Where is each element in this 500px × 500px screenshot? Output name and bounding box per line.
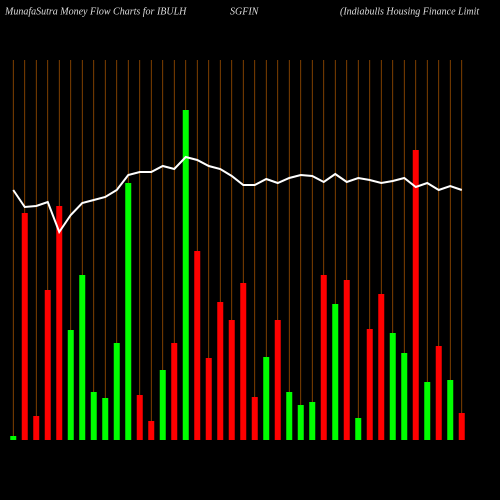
bar <box>217 302 224 440</box>
bar <box>125 183 132 440</box>
bar <box>447 380 454 440</box>
bar <box>401 353 408 440</box>
bar <box>412 150 419 440</box>
bar <box>148 421 155 440</box>
bar <box>389 333 396 440</box>
bar <box>332 304 339 440</box>
bar <box>102 398 109 440</box>
bar <box>159 370 166 440</box>
bar <box>355 418 362 440</box>
bar <box>33 416 40 440</box>
bar <box>21 213 28 440</box>
bar <box>240 283 247 440</box>
bar <box>297 405 304 440</box>
bar <box>274 320 281 440</box>
chart-title: SGFIN <box>230 6 260 17</box>
bar <box>286 392 293 440</box>
bar <box>182 110 189 440</box>
bar <box>90 392 97 440</box>
bar <box>251 397 258 440</box>
bar <box>205 358 212 440</box>
bar <box>263 357 270 440</box>
bar <box>366 329 373 440</box>
bar <box>113 343 120 440</box>
bar <box>171 343 178 440</box>
bar <box>56 206 63 440</box>
bar <box>136 395 143 440</box>
bar <box>320 275 327 440</box>
chart-title: (Indiabulls Housing Finance Limit <box>340 6 479 17</box>
bar <box>378 294 385 440</box>
bar <box>44 290 51 440</box>
bar <box>194 251 201 440</box>
bar <box>435 346 442 440</box>
money-flow-line <box>12 155 463 235</box>
bar <box>79 275 86 440</box>
bar <box>458 413 465 440</box>
chart-title: MunafaSutra Money Flow Charts for IBULH <box>4 6 187 17</box>
bar <box>424 382 431 440</box>
bar <box>343 280 350 440</box>
bar <box>10 436 17 440</box>
bar <box>228 320 235 440</box>
bar <box>309 402 316 440</box>
bar <box>67 330 74 440</box>
